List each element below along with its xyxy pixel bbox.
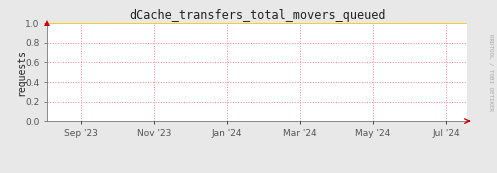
Y-axis label: requests: requests <box>16 49 26 96</box>
Title: dCache_transfers_total_movers_queued: dCache_transfers_total_movers_queued <box>129 9 386 22</box>
Text: RRDTOOL / TOBI OETIKER: RRDTOOL / TOBI OETIKER <box>489 34 494 111</box>
